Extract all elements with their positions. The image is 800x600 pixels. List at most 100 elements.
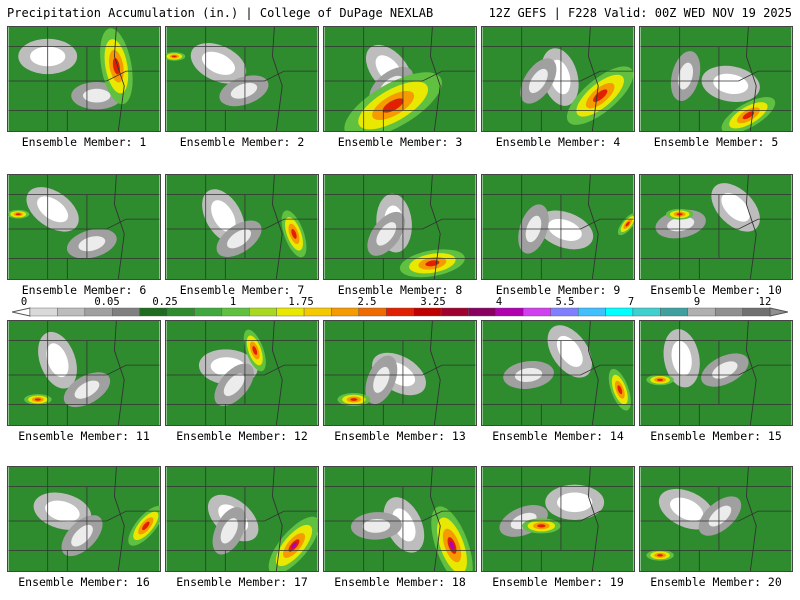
colorbar-segment [303,307,332,317]
ensemble-panel: Ensemble Member: 20 [639,466,793,589]
ensemble-panel: Ensemble Member: 3 [323,26,477,149]
ensemble-member-label: Ensemble Member: 18 [334,575,466,589]
state-border [745,467,757,571]
precip-blob [392,508,416,542]
ensemble-member-label: Ensemble Member: 17 [176,575,308,589]
precip-blob [211,200,236,233]
precip-map [7,174,161,280]
ensemble-member-label: Ensemble Member: 4 [495,135,621,149]
precip-blob [678,62,694,90]
precip-blob [46,343,69,378]
precip-blob [71,524,93,547]
ensemble-member-label: Ensemble Member: 5 [653,135,779,149]
ensemble-panel: Ensemble Member: 14 [481,320,635,443]
colorbar-scale [11,307,789,317]
state-border [640,218,792,230]
ensemble-panel: Ensemble Member: 16 [7,466,161,589]
state-border [113,467,125,571]
colorbar-tick-label: 4 [495,296,503,308]
ensemble-member-label: Ensemble Member: 2 [179,135,305,149]
precip-blob [713,73,749,95]
ensemble-member-label: Ensemble Member: 8 [337,283,463,297]
ensemble-panel: Ensemble Member: 19 [481,466,635,589]
state-border [587,175,599,279]
precip-map [165,26,319,132]
colorbar-segment [331,307,360,317]
precip-blob [34,398,41,401]
state-border [166,364,318,376]
precip-blob [376,222,397,246]
colorbar-segment [29,307,58,317]
ensemble-panel: Ensemble Member: 7 [165,174,319,297]
colorbar-segment [139,307,168,317]
state-border [324,510,476,522]
colorbar-left-arrow [11,307,31,317]
state-border [113,175,125,279]
state-border [640,70,792,82]
state-border [166,70,318,82]
precip-blob [670,497,704,521]
precip-blob [83,88,111,103]
ensemble-panel: Ensemble Member: 1 [7,26,161,149]
precip-blob [557,492,593,513]
precip-colorbar: 0 0.05 0.25 1 1.75 2.5 3.25 4 5.5 7 9 12 [11,296,789,320]
precip-blob [171,55,177,58]
ensemble-panel: Ensemble Member: 2 [165,26,319,149]
colorbar-segment [358,307,387,317]
state-border [482,70,634,82]
precip-blob [625,221,630,227]
ensemble-member-label: Ensemble Member: 19 [492,575,624,589]
precip-blob [45,500,80,522]
state-border [587,467,599,571]
state-border [429,175,441,279]
ensemble-member-label: Ensemble Member: 6 [21,283,147,297]
precip-map [323,26,477,132]
precip-blob [671,340,692,376]
colorbar-segment [550,307,579,317]
colorbar-segment [605,307,634,317]
ensemble-member-label: Ensemble Member: 11 [18,429,150,443]
state-border [429,321,441,425]
ensemble-panel: Ensemble Member: 13 [323,320,477,443]
precip-map [323,320,477,426]
ensemble-member-label: Ensemble Member: 3 [337,135,463,149]
precip-blob [547,218,582,241]
colorbar-right-arrow [769,307,789,317]
map-title: Precipitation Accumulation (in.) | Colle… [7,6,434,20]
colorbar-segment [57,307,86,317]
colorbar-segment [523,307,551,317]
ensemble-panel: Ensemble Member: 5 [639,26,793,149]
ensemble-member-label: Ensemble Member: 1 [21,135,147,149]
state-border [113,27,125,131]
state-border [8,70,160,82]
precip-blob [449,541,455,550]
model-run-info: 12Z GEFS | F228 Valid: 00Z WED NOV 19 20… [488,6,792,20]
state-border [745,175,757,279]
colorbar-tick-label: 1 [229,296,237,308]
state-border [166,218,318,230]
precip-blob [223,373,245,397]
colorbar-segment [194,307,223,317]
ensemble-member-label: Ensemble Member: 16 [18,575,150,589]
ensemble-panel: Ensemble Member: 6 [7,174,161,297]
colorbar-segment [276,307,305,317]
colorbar-segment [166,307,195,317]
ensemble-member-label: Ensemble Member: 7 [179,283,305,297]
colorbar-segment [687,307,716,317]
colorbar-tick-label: 2.5 [357,296,377,308]
colorbar-segment [632,307,661,317]
colorbar-segment [413,307,442,317]
colorbar-tick-label: 3.25 [420,296,446,308]
colorbar-tick-label: 5.5 [555,296,575,308]
ensemble-member-label: Ensemble Member: 13 [334,429,466,443]
colorbar-tick-label: 12 [758,296,772,308]
colorbar-tick-label: 1.75 [288,296,314,308]
precip-map [7,26,161,132]
precip-blob [291,542,297,549]
state-border [482,218,634,230]
precip-map [165,174,319,280]
colorbar-segment [468,307,497,317]
precip-blob [657,554,664,557]
state-border [8,364,160,376]
state-border [640,364,792,376]
